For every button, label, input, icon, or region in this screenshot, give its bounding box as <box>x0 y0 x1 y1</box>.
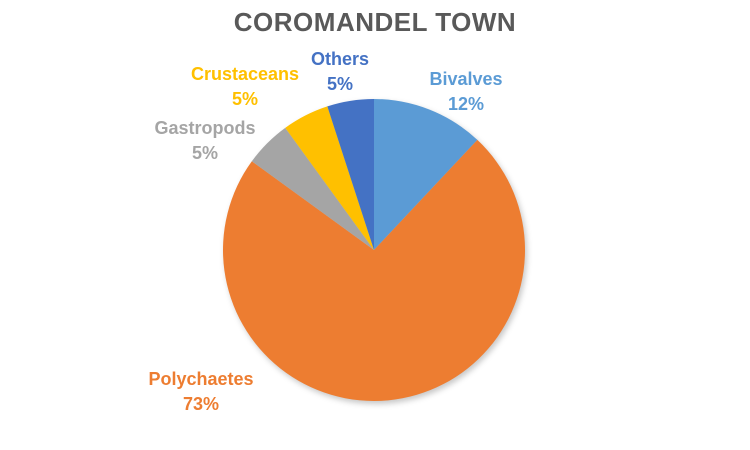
slice-label-crustaceans-name: Crustaceans <box>190 64 300 84</box>
slice-label-polychaetes-value: 73% <box>182 394 220 414</box>
chart-title: COROMANDEL TOWN <box>233 7 517 37</box>
pie-slice-crustaceans <box>285 106 374 250</box>
slice-label-others: Others 5% <box>311 47 369 97</box>
slice-label-polychaetes-name: Polychaetes <box>148 369 254 389</box>
slice-label-bivalves-value: 12% <box>447 94 485 114</box>
slice-label-crustaceans-value: 5% <box>231 89 258 109</box>
slice-label-others-name: Others <box>310 49 370 69</box>
pie-slice-gastropods <box>251 127 374 250</box>
slice-label-others-value: 5% <box>326 74 353 94</box>
slice-label-polychaetes: Polychaetes 73% <box>148 367 253 417</box>
pie-slice-bivalves <box>374 99 478 250</box>
slice-label-bivalves: Bivalves 12% <box>429 67 502 117</box>
slice-label-bivalves-name: Bivalves <box>429 69 503 89</box>
slice-label-crustaceans: Crustaceans 5% <box>191 62 299 112</box>
slice-label-gastropods: Gastropods 5% <box>154 116 255 166</box>
slice-label-gastropods-name: Gastropods <box>154 118 256 138</box>
slice-label-gastropods-value: 5% <box>191 143 219 163</box>
pie-slice-others <box>327 99 374 250</box>
pie-slice-polychaetes <box>222 139 525 401</box>
